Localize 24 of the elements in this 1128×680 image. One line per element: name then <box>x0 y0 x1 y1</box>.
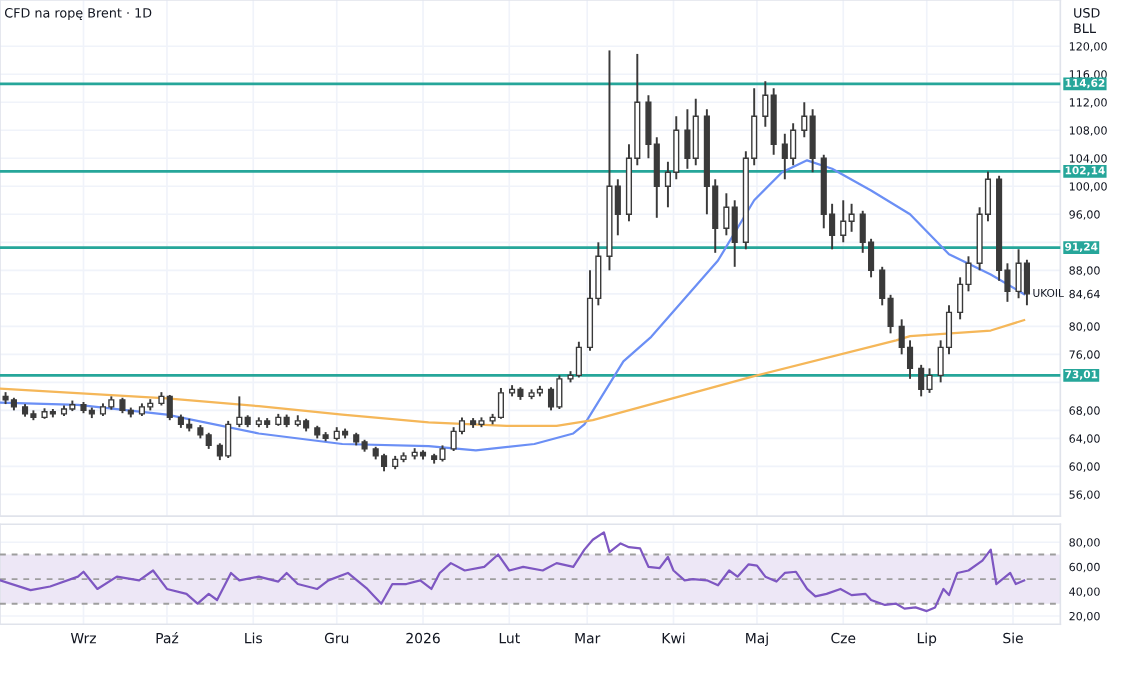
candlestick <box>692 97 699 167</box>
candlestick <box>450 426 457 452</box>
line-series <box>0 318 1026 427</box>
candlestick <box>781 132 788 181</box>
candlestick <box>236 395 243 429</box>
candlestick <box>547 386 555 412</box>
candlestick <box>166 394 173 422</box>
candlestick <box>1015 248 1022 300</box>
line-series <box>0 531 1026 613</box>
candlestick <box>1023 258 1030 307</box>
candlestick <box>684 108 691 170</box>
candlestick <box>790 122 797 167</box>
candlestick <box>673 115 680 181</box>
candlestick <box>556 374 563 410</box>
candlestick <box>575 340 582 379</box>
candlestick <box>848 202 855 233</box>
candlestick <box>731 199 738 268</box>
candlestick <box>497 387 504 420</box>
candlestick <box>723 192 730 237</box>
candlestick <box>225 419 232 459</box>
candlestick <box>926 367 933 394</box>
candlestick <box>918 363 925 398</box>
candlestick <box>809 108 816 174</box>
candlestick <box>840 199 847 244</box>
